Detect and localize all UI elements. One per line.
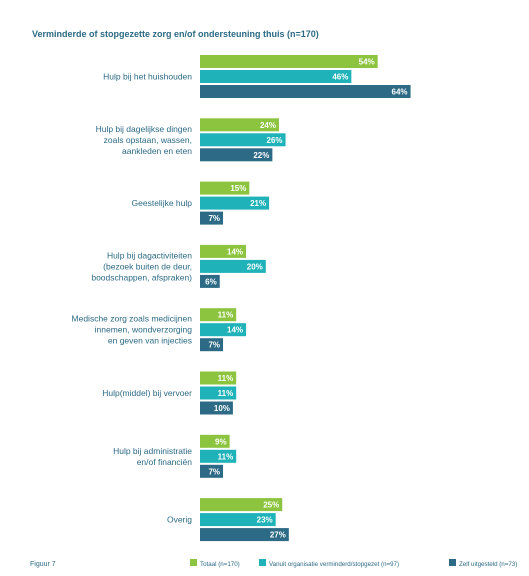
bar-group: Hulp bij dagactiviteiten (bezoek buiten d… — [91, 244, 266, 288]
data-label: 54% — [359, 58, 375, 67]
bar — [200, 308, 237, 322]
legend-swatch — [190, 559, 197, 566]
category-label-line: boodschappen, afspraken) — [91, 272, 192, 282]
category-label: Hulp bij dagelijkse dingen zoals opstaan,… — [96, 124, 193, 156]
data-label: 24% — [260, 121, 276, 130]
category-label: Medische zorg zoals medicijnen innemen, w… — [72, 314, 193, 346]
bar — [200, 133, 286, 147]
category-label-line: innemen, wondverzorging — [95, 325, 193, 335]
data-label: 7% — [208, 467, 220, 476]
data-label: 64% — [392, 88, 408, 97]
legend-label: Zelf uitgesteld (n=73) — [459, 561, 517, 568]
category-label-line: Overig — [167, 515, 192, 525]
bar-group: Geestelijke hulp 15% 21% 7% — [132, 181, 270, 225]
legend-item: Zelf uitgesteld (n=73) — [449, 559, 517, 568]
bar-group: Hulp(middel) bij vervoer 11% 11% 10% — [102, 371, 237, 415]
bar — [200, 401, 233, 415]
data-label: 11% — [218, 389, 234, 398]
category-label: Hulp bij dagactiviteiten (bezoek buiten d… — [91, 250, 192, 282]
data-label: 9% — [215, 437, 227, 446]
category-label-line: (bezoek buiten de deur, — [103, 261, 192, 271]
bar — [200, 118, 279, 132]
bar — [200, 274, 220, 288]
bar-group: Hulp bij administratie en/of financiën 9% 1… — [113, 434, 237, 478]
bar — [200, 85, 411, 98]
category-label-line: Hulp bij het huishouden — [103, 72, 192, 82]
figure-label: Figuur 7 — [30, 561, 56, 568]
category-label-line: aankleden en eten — [122, 146, 192, 156]
data-label: 11% — [218, 311, 234, 320]
category-label-line: Hulp(middel) bij vervoer — [102, 388, 192, 398]
category-label-line: en/of financiën — [137, 457, 193, 467]
category-label: Hulp bij het huishouden — [103, 72, 192, 82]
data-label: 15% — [230, 184, 246, 193]
legend-swatch — [259, 559, 266, 566]
data-label: 26% — [267, 136, 283, 145]
bar — [200, 498, 283, 512]
bar — [200, 371, 237, 385]
bar — [200, 449, 237, 463]
category-label-line: Geestelijke hulp — [132, 198, 193, 208]
data-label: 25% — [263, 501, 279, 510]
bar-group: Hulp bij het huishouden 54% 46% 64% — [103, 55, 411, 98]
bar — [200, 148, 273, 162]
category-label-line: Hulp bij administratie — [113, 446, 192, 456]
bar — [200, 528, 289, 542]
data-label: 6% — [205, 277, 217, 286]
data-label: 27% — [270, 531, 286, 540]
legend-item: Totaal (n=170) — [190, 559, 240, 568]
bar — [200, 513, 276, 527]
category-label: Overig — [167, 515, 192, 525]
bar — [200, 323, 247, 337]
data-label: 7% — [208, 341, 220, 350]
data-label: 21% — [250, 199, 266, 208]
data-label: 11% — [218, 452, 234, 461]
legend-item: Vanuit organisatie verminderd/stopgezet … — [259, 559, 399, 568]
bar-group: Medische zorg zoals medicijnen innemen, w… — [72, 308, 247, 352]
data-label: 7% — [208, 214, 220, 223]
chart-title: Verminderde of stopgezette zorg en/of on… — [32, 29, 319, 39]
data-label: 23% — [257, 516, 273, 525]
category-label-line: Medische zorg zoals medicijnen — [72, 314, 193, 324]
bar — [200, 196, 270, 210]
data-label: 10% — [214, 404, 230, 413]
data-label: 14% — [227, 326, 243, 335]
bar — [200, 211, 224, 225]
category-label-line: Hulp bij dagelijkse dingen — [96, 124, 193, 134]
bar — [200, 338, 224, 352]
category-label-line: zoals opstaan, wassen, — [104, 135, 192, 145]
legend-label: Totaal (n=170) — [200, 561, 240, 568]
data-label: 14% — [227, 247, 243, 256]
legend: Totaal (n=170) Vanuit organisatie vermind… — [190, 559, 517, 568]
data-label: 46% — [332, 73, 348, 82]
data-label: 11% — [218, 374, 234, 383]
bar-group: Hulp bij dagelijkse dingen zoals opstaan,… — [96, 118, 286, 162]
bar — [200, 70, 352, 83]
bar — [200, 181, 250, 195]
bar — [200, 259, 266, 273]
bar — [200, 55, 378, 68]
legend-label: Vanuit organisatie verminderd/stopgezet … — [269, 561, 399, 568]
legend-swatch — [449, 559, 456, 566]
data-label: 20% — [247, 262, 263, 271]
data-label: 22% — [253, 151, 269, 160]
category-label: Hulp bij administratie en/of financiën — [113, 446, 192, 467]
bar-group: Overig 25% 23% 27% — [167, 498, 289, 542]
bar — [200, 386, 237, 400]
bar — [200, 244, 247, 258]
category-label: Hulp(middel) bij vervoer — [102, 388, 192, 398]
bar — [200, 464, 224, 478]
category-label-line: en geven van injecties — [108, 336, 192, 346]
bar — [200, 434, 230, 448]
category-label: Geestelijke hulp — [132, 198, 193, 208]
category-label-line: Hulp bij dagactiviteiten — [107, 250, 192, 260]
